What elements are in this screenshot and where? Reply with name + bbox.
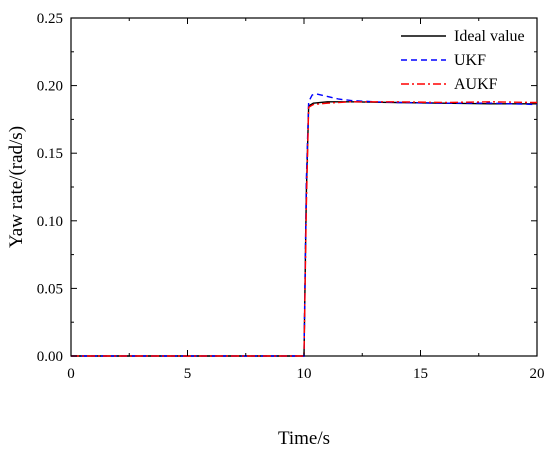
y-tick-label: 0.25: [37, 11, 63, 27]
x-axis-title: Time/s: [278, 428, 330, 449]
y-tick-label: 0.00: [37, 349, 63, 365]
y-tick-label: 0.10: [37, 214, 63, 230]
y-axis-title: Yaw rate/(rad/s): [6, 126, 27, 248]
legend: Ideal value UKF AUKF: [401, 28, 525, 93]
y-tick-label: 0.20: [37, 79, 63, 95]
x-tick-label: 10: [297, 366, 312, 382]
ticks-layer: 0 5 10 15 20 0.00 0.05 0.10 0.15 0.20 0.25: [37, 11, 545, 382]
y-tick-label: 0.15: [37, 146, 63, 162]
y-tick-label: 0.05: [37, 281, 63, 297]
x-tick-label: 15: [413, 366, 428, 382]
x-tick-label: 20: [530, 366, 545, 382]
legend-label-1: Ideal value: [454, 28, 525, 45]
x-tick-label: 5: [184, 366, 192, 382]
x-tick-label: 0: [67, 366, 75, 382]
legend-label-2: UKF: [454, 52, 486, 69]
legend-label-3: AUKF: [454, 76, 498, 93]
series-layer: [71, 92, 538, 357]
series-line-3: [71, 101, 538, 357]
